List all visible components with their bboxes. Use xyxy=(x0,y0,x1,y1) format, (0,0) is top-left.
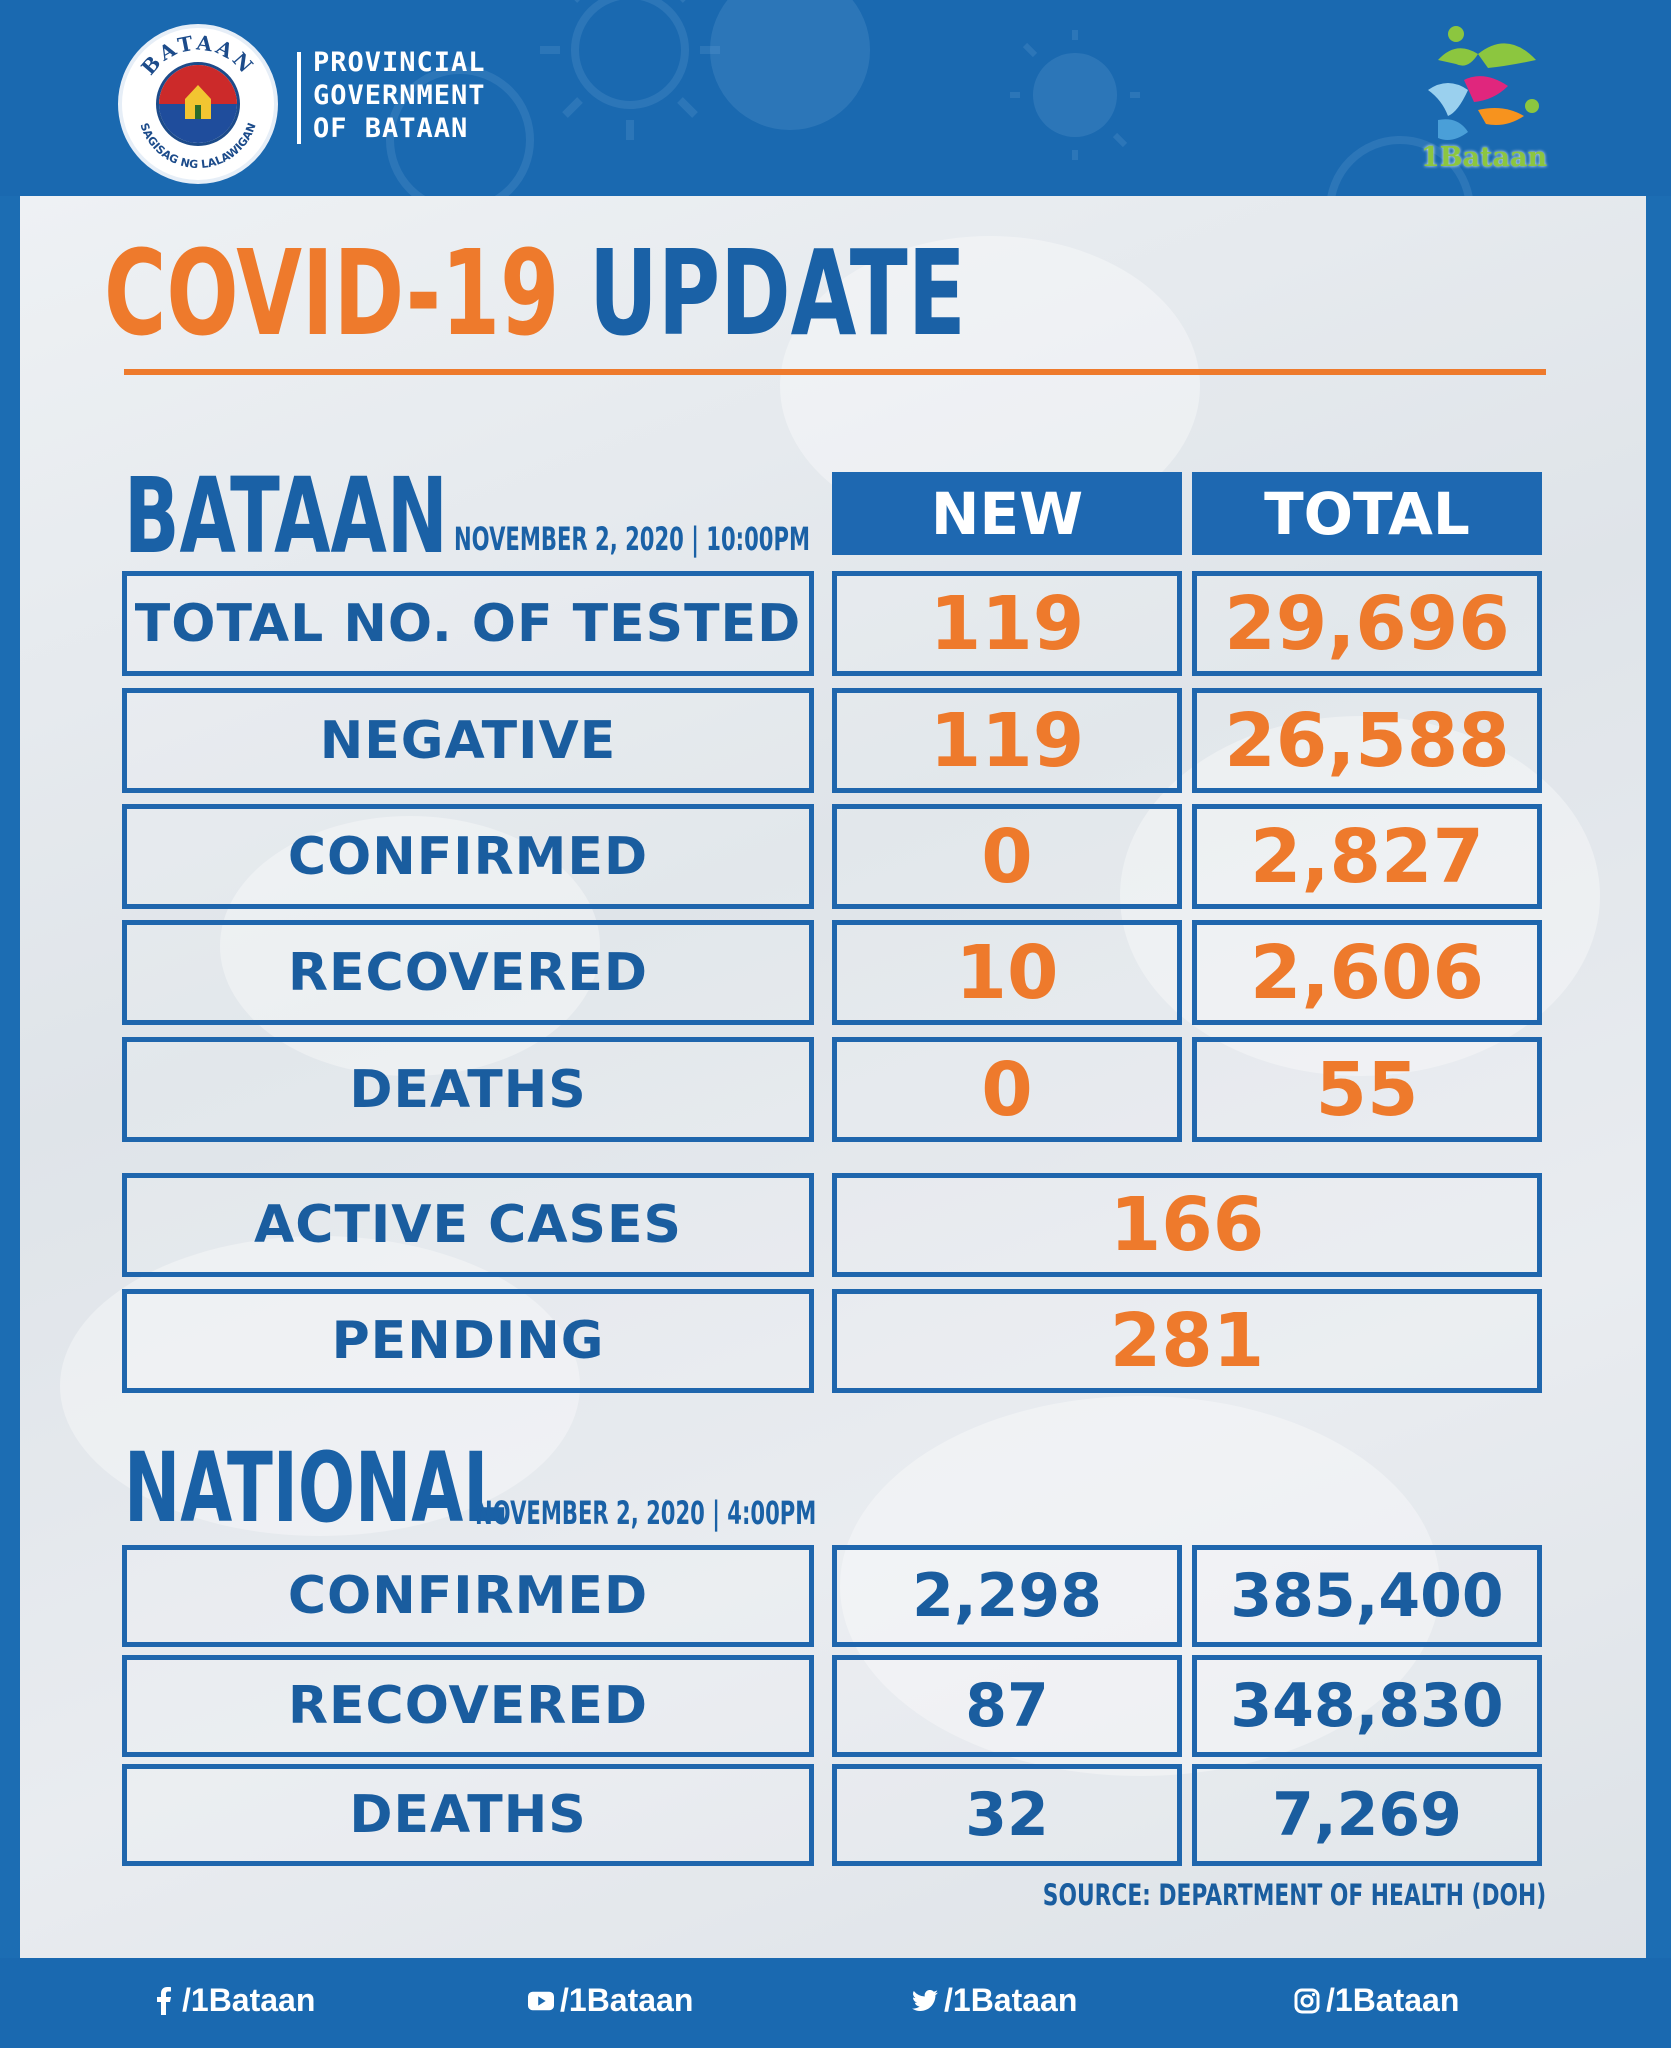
row-label: CONFIRMED xyxy=(122,804,814,909)
total-value: 29,696 xyxy=(1192,571,1542,676)
new-value: 119 xyxy=(832,688,1182,793)
virus-decoration-icon xyxy=(1010,30,1140,160)
title-covid: COVID-19 xyxy=(104,224,560,362)
facebook-icon xyxy=(150,1986,176,2015)
1bataan-figure-icon xyxy=(1428,26,1539,140)
row-label: CONFIRMED xyxy=(122,1545,814,1647)
youtube-icon xyxy=(528,1988,554,2014)
new-value: 2,298 xyxy=(832,1545,1182,1647)
title-underline xyxy=(124,369,1546,375)
pending-value: 281 xyxy=(832,1289,1542,1393)
column-header-total: TOTAL xyxy=(1192,472,1542,555)
new-value: 119 xyxy=(832,571,1182,676)
total-value: 348,830 xyxy=(1192,1655,1542,1757)
new-value: 87 xyxy=(832,1655,1182,1757)
seal-emblem-icon xyxy=(185,85,211,119)
row-label: DEATHS xyxy=(122,1764,814,1866)
instagram-link[interactable]: /1Bataan xyxy=(1294,1982,1459,2019)
seal-shield-icon xyxy=(156,62,240,146)
header-divider xyxy=(297,52,301,144)
national-date: NOVEMBER 2, 2020 | 4:00PM xyxy=(475,1494,817,1532)
row-label: DEATHS xyxy=(122,1037,814,1142)
new-value: 10 xyxy=(832,920,1182,1025)
brand-logo-text: 1Bataan xyxy=(1420,142,1548,173)
new-value: 0 xyxy=(832,804,1182,909)
twitter-link[interactable]: /1Bataan xyxy=(912,1982,1077,2019)
new-value: 32 xyxy=(832,1764,1182,1866)
facebook-link[interactable]: /1Bataan xyxy=(150,1982,315,2019)
virus-decoration-icon xyxy=(1326,136,1474,210)
total-value: 7,269 xyxy=(1192,1764,1542,1866)
facebook-handle: /1Bataan xyxy=(182,1982,316,2018)
bataan-heading: BATAAN xyxy=(124,455,448,577)
source-note: SOURCE: DEPARTMENT OF HEALTH (DOH) xyxy=(1042,1878,1546,1912)
page-title: COVID-19 UPDATE xyxy=(104,228,966,358)
new-value: 0 xyxy=(832,1037,1182,1142)
total-value: 2,827 xyxy=(1192,804,1542,909)
footer-bar xyxy=(0,1958,1671,2048)
row-label: RECOVERED xyxy=(122,1655,814,1757)
total-value: 2,606 xyxy=(1192,920,1542,1025)
virus-decoration-icon xyxy=(540,0,720,140)
org-line-3: OF BATAAN xyxy=(313,113,469,144)
pending-label: PENDING xyxy=(122,1289,814,1393)
org-line-1: PROVINCIAL xyxy=(313,47,486,78)
row-label: NEGATIVE xyxy=(122,688,814,793)
youtube-link[interactable]: /1Bataan xyxy=(528,1982,693,2019)
instagram-icon xyxy=(1294,1988,1320,2014)
total-value: 55 xyxy=(1192,1037,1542,1142)
row-label: RECOVERED xyxy=(122,920,814,1025)
virus-decoration-icon xyxy=(386,66,534,210)
active-cases-label: ACTIVE CASES xyxy=(122,1173,814,1277)
provincial-government-label: PROVINCIAL GOVERNMENT OF BATAAN xyxy=(313,46,486,145)
title-update: UPDATE xyxy=(588,224,966,362)
national-heading: NATIONAL xyxy=(124,1432,507,1544)
virus-decoration-icon xyxy=(710,0,870,130)
column-header-new: NEW xyxy=(832,472,1182,555)
total-value: 26,588 xyxy=(1192,688,1542,793)
youtube-handle: /1Bataan xyxy=(560,1982,694,2018)
bataan-date: NOVEMBER 2, 2020 | 10:00PM xyxy=(454,520,810,558)
bataan-provincial-seal: BATAAN SAGISAG NG LALAWIGAN xyxy=(118,24,278,184)
1bataan-logo: 1Bataan xyxy=(1408,20,1548,180)
header-banner: BATAAN SAGISAG NG LALAWIGAN PROVINCIAL G… xyxy=(0,0,1671,210)
instagram-handle: /1Bataan xyxy=(1326,1982,1460,2018)
total-value: 385,400 xyxy=(1192,1545,1542,1647)
active-cases-value: 166 xyxy=(832,1173,1542,1277)
row-label: TOTAL NO. OF TESTED xyxy=(122,571,814,676)
twitter-handle: /1Bataan xyxy=(944,1982,1078,2018)
org-line-2: GOVERNMENT xyxy=(313,80,486,111)
twitter-icon xyxy=(912,1988,938,2014)
